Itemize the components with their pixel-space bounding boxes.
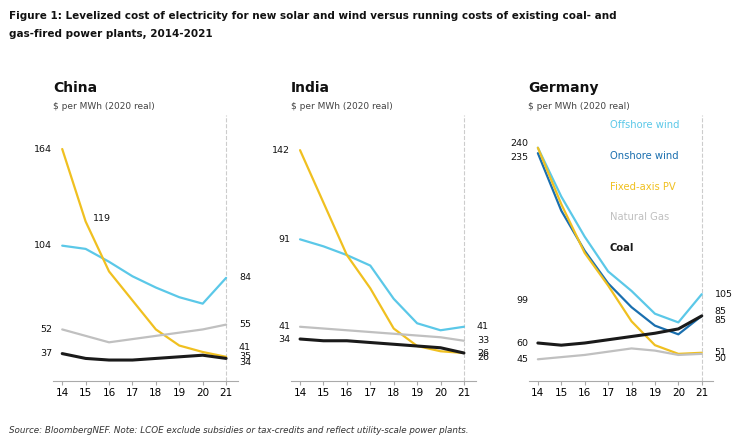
Text: 45: 45 xyxy=(516,355,528,364)
Text: Natural Gas: Natural Gas xyxy=(610,212,669,222)
Text: Source: BloombergNEF. Note: LCOE exclude subsidies or tax-credits and reflect ut: Source: BloombergNEF. Note: LCOE exclude… xyxy=(9,426,469,435)
Text: 41: 41 xyxy=(278,322,290,331)
Text: 99: 99 xyxy=(516,296,528,305)
Text: 85: 85 xyxy=(715,307,726,316)
Text: 235: 235 xyxy=(510,153,528,162)
Text: 105: 105 xyxy=(715,290,732,299)
Text: 84: 84 xyxy=(239,273,251,282)
Text: 37: 37 xyxy=(40,349,52,358)
Text: Fixed-axis PV: Fixed-axis PV xyxy=(610,182,676,192)
Text: 119: 119 xyxy=(93,214,111,223)
Text: 91: 91 xyxy=(278,235,290,244)
Text: 34: 34 xyxy=(278,334,290,343)
Text: 240: 240 xyxy=(510,139,528,148)
Text: $ per MWh (2020 real): $ per MWh (2020 real) xyxy=(291,102,393,111)
Text: 50: 50 xyxy=(715,354,726,363)
Text: Figure 1: Levelized cost of electricity for new solar and wind versus running co: Figure 1: Levelized cost of electricity … xyxy=(9,11,617,21)
Text: 26: 26 xyxy=(477,349,488,358)
Text: Germany: Germany xyxy=(528,81,599,95)
Text: 52: 52 xyxy=(40,325,52,334)
Text: 51: 51 xyxy=(715,348,726,357)
Text: 33: 33 xyxy=(477,336,489,345)
Text: India: India xyxy=(291,81,330,95)
Text: 164: 164 xyxy=(35,144,52,154)
Text: 142: 142 xyxy=(273,146,290,155)
Text: 26: 26 xyxy=(477,353,488,362)
Text: 41: 41 xyxy=(477,322,488,331)
Text: $ per MWh (2020 real): $ per MWh (2020 real) xyxy=(528,102,630,111)
Text: 104: 104 xyxy=(35,241,52,250)
Text: $ per MWh (2020 real): $ per MWh (2020 real) xyxy=(53,102,155,111)
Text: 60: 60 xyxy=(516,338,528,347)
Text: 41: 41 xyxy=(239,342,251,352)
Text: Coal: Coal xyxy=(610,243,634,253)
Text: China: China xyxy=(53,81,97,95)
Text: 35: 35 xyxy=(239,352,251,361)
Text: 55: 55 xyxy=(239,320,251,329)
Text: 34: 34 xyxy=(239,358,251,367)
Text: 85: 85 xyxy=(715,316,726,325)
Text: Onshore wind: Onshore wind xyxy=(610,151,679,161)
Text: Offshore wind: Offshore wind xyxy=(610,120,680,131)
Text: gas-fired power plants, 2014-2021: gas-fired power plants, 2014-2021 xyxy=(9,29,213,39)
